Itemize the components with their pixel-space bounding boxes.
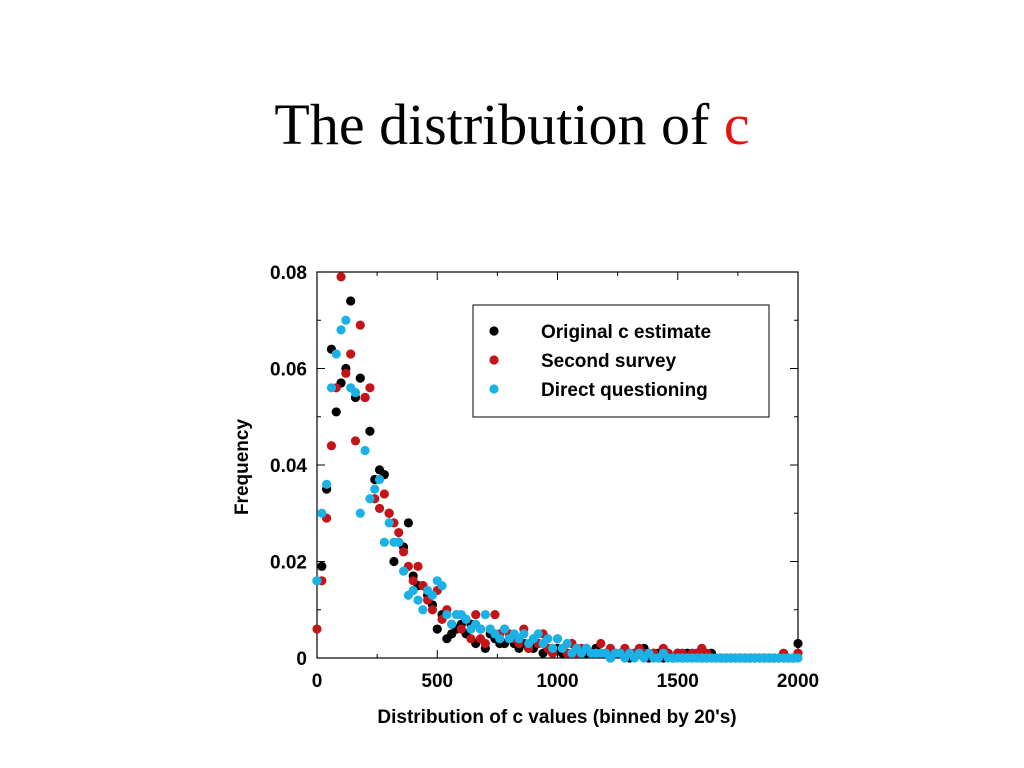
- data-point: [360, 445, 370, 456]
- data-point: [346, 349, 356, 359]
- data-point: [326, 383, 337, 393]
- data-point: [480, 638, 490, 649]
- data-point: [499, 624, 510, 634]
- data-point: [350, 388, 361, 398]
- data-point: [317, 561, 327, 571]
- data-point: [533, 629, 543, 639]
- data-point: [384, 518, 394, 528]
- slide-title-highlight: c: [723, 92, 750, 157]
- series-direct-questioning: [312, 315, 803, 663]
- data-point: [394, 537, 404, 547]
- data-point: [312, 576, 322, 586]
- data-point: [384, 508, 394, 518]
- legend-label: Original c estimate: [541, 322, 711, 343]
- data-point: [355, 373, 365, 383]
- data-point: [379, 489, 389, 499]
- data-point: [475, 624, 486, 634]
- data-point: [596, 638, 606, 649]
- data-point: [490, 609, 500, 620]
- data-point: [336, 272, 346, 282]
- data-point: [389, 556, 399, 567]
- data-point: [365, 383, 375, 393]
- data-point: [374, 474, 385, 485]
- data-point: [350, 436, 361, 446]
- data-point: [437, 581, 447, 591]
- y-tick-label: 0.06: [270, 360, 307, 381]
- data-point: [793, 638, 803, 649]
- data-point: [427, 605, 438, 615]
- data-point: [360, 392, 370, 403]
- data-point: [427, 590, 438, 600]
- slide-title: The distribution of c: [0, 96, 1024, 154]
- data-point: [374, 503, 385, 514]
- data-point: [346, 296, 356, 306]
- y-tick-label: 0.02: [270, 553, 307, 574]
- data-point: [394, 527, 404, 538]
- data-point: [442, 609, 452, 620]
- data-point: [418, 605, 428, 615]
- data-point: [365, 494, 375, 504]
- data-point: [355, 320, 365, 330]
- x-tick-label: 500: [421, 671, 453, 692]
- data-point: [403, 518, 413, 528]
- data-point: [456, 624, 466, 634]
- y-axis: 0 0.02 0.04 0.06 0.08: [270, 263, 798, 670]
- x-axis-label: Distribution of c values (binned by 20's…: [377, 707, 736, 728]
- data-point: [408, 585, 418, 596]
- data-point: [341, 368, 351, 378]
- data-point: [480, 609, 490, 620]
- data-point: [398, 547, 409, 557]
- data-point: [548, 643, 558, 653]
- legend-marker: [489, 384, 499, 394]
- data-point: [341, 315, 351, 325]
- data-point: [543, 634, 553, 644]
- legend-label: Second survey: [541, 351, 677, 372]
- data-point: [322, 479, 332, 489]
- data-point: [312, 624, 322, 634]
- data-point: [408, 576, 418, 586]
- x-tick-label: 1500: [657, 671, 699, 692]
- data-point: [336, 325, 346, 335]
- legend-label: Direct questioning: [541, 380, 708, 401]
- data-point: [413, 595, 423, 605]
- data-points: [312, 272, 803, 663]
- legend-marker: [489, 355, 499, 365]
- legend-box: [472, 304, 770, 418]
- data-point: [413, 561, 423, 571]
- data-point: [432, 624, 442, 634]
- x-tick-label: 2000: [777, 671, 819, 692]
- y-tick-label: 0.04: [270, 456, 307, 477]
- data-point: [519, 629, 529, 639]
- data-point: [331, 407, 341, 417]
- x-axis: 0 500 1000 1500 2000: [312, 272, 819, 692]
- data-point: [552, 634, 563, 644]
- y-axis-label: Frequency: [232, 419, 253, 516]
- y-tick-label: 0: [296, 649, 307, 670]
- data-point: [471, 609, 481, 620]
- data-point: [495, 634, 505, 644]
- data-point: [365, 426, 375, 436]
- data-point: [793, 653, 803, 663]
- data-point: [326, 441, 337, 451]
- data-point: [461, 614, 471, 625]
- legend-marker: [489, 326, 499, 336]
- data-point: [317, 508, 327, 518]
- x-tick-label: 1000: [536, 671, 578, 692]
- x-tick-label: 0: [312, 671, 323, 692]
- legend: Original c estimate Second survey Direct q…: [472, 304, 770, 418]
- data-point: [331, 349, 341, 359]
- data-point: [355, 508, 365, 518]
- data-point: [398, 566, 409, 576]
- data-point: [466, 634, 476, 644]
- y-tick-label: 0.08: [270, 263, 307, 284]
- data-point: [447, 619, 457, 629]
- data-point: [379, 537, 389, 547]
- data-point: [562, 638, 572, 649]
- data-point: [370, 484, 380, 494]
- slide-title-text: The distribution of: [274, 92, 724, 157]
